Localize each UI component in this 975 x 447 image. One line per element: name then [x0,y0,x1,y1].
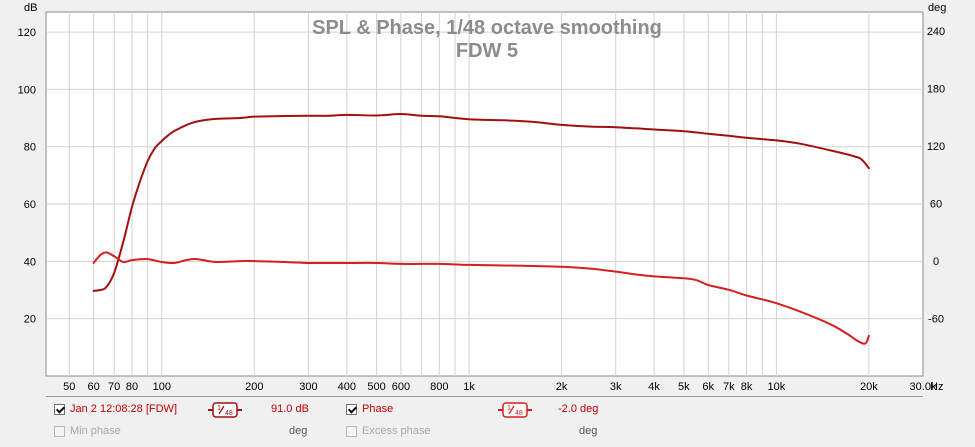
excess-phase-unit: deg [579,425,598,437]
vertical-grid [68,12,870,376]
x-tick-label: 60 [87,381,99,393]
series-layer [92,113,870,345]
x-tick-label: 300 [299,381,317,393]
x-tick-label: 3k [610,381,622,393]
x-tick-label: 7k [723,381,735,393]
chart-title: SPL & Phase, 1/48 octave smoothing [312,17,662,39]
x-tick-label: 800 [430,381,448,393]
x-tick-label: 70 [108,381,120,393]
phase-value: -2.0 deg [558,403,599,415]
x-tick-label: 4k [648,381,660,393]
phase-smoothing-icon[interactable]: 1 48 [498,402,532,418]
x-tick-label: 600 [392,381,410,393]
x-tick-label: 400 [338,381,356,393]
x-tick-label: 2k [556,381,568,393]
x-tick-label: 200 [245,381,263,393]
chart-subtitle: FDW 5 [456,40,518,62]
x-tick-label: 6k [702,381,714,393]
svg-text:48: 48 [515,410,523,417]
right-axis-tick-labels: -60 0 60 120 180 240 [927,26,945,325]
x-tick-label: 50 [63,381,75,393]
plot-area[interactable] [45,11,924,377]
min-phase-unit: deg [289,425,308,437]
y2-tick-label: 120 [927,141,945,153]
x-tick-label: 8k [741,381,753,393]
y2-tick-label: 60 [930,199,942,211]
series1-checkbox[interactable] [54,403,65,415]
x-tick-label: 1k [463,381,475,393]
y2-tick-label: 240 [927,26,945,38]
x-tick-label: 30.0k [910,381,937,393]
y-tick-label: 40 [24,256,36,268]
legend-panel: Jan 2 12:08:28 [FDW] 1 48 91.0 dB Phase … [46,396,923,447]
svg-text:1: 1 [507,405,511,412]
phase-toggle[interactable]: Phase [346,403,393,415]
x-tick-label: 500 [367,381,385,393]
min-phase-toggle[interactable]: Min phase [54,425,121,437]
y2-tick-label: 180 [927,84,945,96]
x-tick-label: 100 [153,381,171,393]
left-axis-tick-labels: 20 40 60 80 100 120 [18,27,36,326]
series1-label: Jan 2 12:08:28 [FDW] [70,403,177,415]
series1-value: 91.0 dB [271,403,309,415]
smoothing-icon[interactable]: 1 48 [208,402,242,418]
left-axis-unit: dB [24,2,37,14]
legend-row-derived: Min phase deg Excess phase deg [46,423,923,443]
x-tick-label: 80 [126,381,138,393]
svg-text:1: 1 [217,405,221,412]
x-axis-tick-labels: 50 60 70 80 100 200 300 400 500 600 800 1k 2k 3k 4k 5k 6… [63,381,937,393]
min-phase-label: Min phase [70,425,121,437]
excess-phase-checkbox[interactable] [346,425,357,437]
excess-phase-toggle[interactable]: Excess phase [346,425,430,437]
y-tick-label: 80 [24,142,36,154]
right-axis-unit: deg [928,2,946,14]
y-tick-label: 100 [18,84,36,96]
x-axis-unit: Hz [930,381,943,393]
phase-series-line[interactable] [92,251,870,345]
x-tick-label: 10k [768,381,786,393]
legend-row-measurement: Jan 2 12:08:28 [FDW] 1 48 91.0 dB Phase … [46,401,923,421]
phase-label: Phase [362,403,394,415]
y-tick-label: 120 [18,27,36,39]
excess-phase-label: Excess phase [362,425,431,437]
y2-tick-label: -60 [928,314,944,326]
y-tick-label: 60 [24,199,36,211]
y-tick-label: 20 [24,314,36,326]
x-tick-label: 20k [860,381,878,393]
svg-text:48: 48 [225,410,233,417]
x-tick-label: 5k [678,381,690,393]
y2-tick-label: 0 [933,256,939,268]
phase-checkbox[interactable] [346,403,357,415]
horizontal-grid [46,31,923,320]
min-phase-checkbox[interactable] [54,425,65,437]
series1-toggle[interactable]: Jan 2 12:08:28 [FDW] [54,403,177,415]
spl-series-line[interactable] [92,113,870,292]
